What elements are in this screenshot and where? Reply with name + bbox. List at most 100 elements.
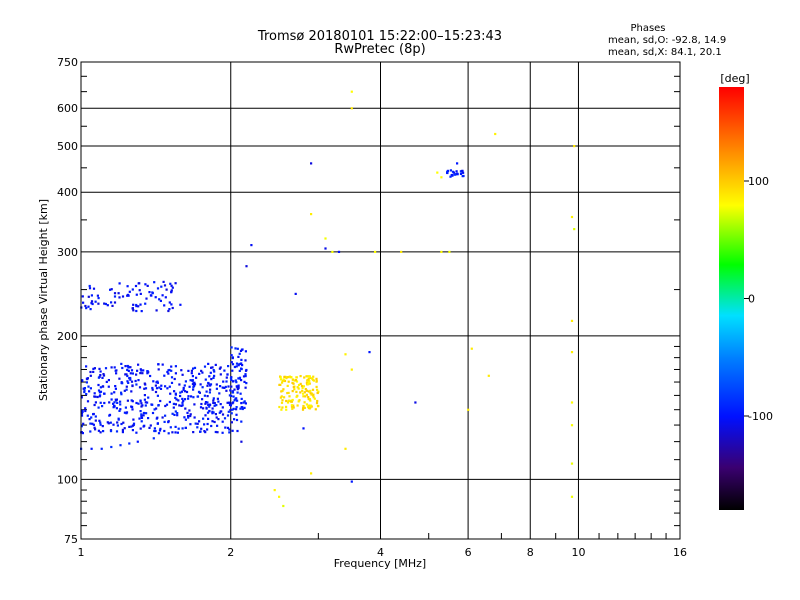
data-point bbox=[281, 381, 284, 384]
data-point bbox=[307, 396, 310, 399]
data-point bbox=[278, 495, 281, 498]
data-point bbox=[178, 404, 181, 407]
data-point bbox=[291, 381, 294, 384]
data-point bbox=[86, 400, 90, 403]
data-point bbox=[179, 391, 182, 394]
data-point bbox=[118, 409, 121, 412]
data-point bbox=[163, 284, 167, 287]
data-point bbox=[154, 429, 157, 433]
data-point bbox=[139, 410, 142, 413]
colorbar-tick-label: -100 bbox=[748, 410, 773, 423]
data-point bbox=[230, 412, 233, 415]
plot-frame bbox=[80, 61, 681, 540]
data-point bbox=[218, 367, 221, 370]
data-point bbox=[240, 358, 243, 361]
data-point bbox=[171, 412, 174, 415]
data-point bbox=[241, 364, 244, 367]
data-point bbox=[81, 379, 84, 382]
data-point bbox=[192, 431, 195, 434]
data-point bbox=[94, 415, 97, 418]
data-point bbox=[148, 426, 151, 429]
data-point bbox=[216, 397, 219, 400]
data-point bbox=[116, 424, 119, 427]
data-point bbox=[202, 407, 205, 410]
data-point bbox=[92, 367, 95, 370]
data-point bbox=[250, 244, 253, 247]
data-point bbox=[173, 390, 176, 393]
data-point bbox=[88, 418, 91, 421]
data-point bbox=[208, 391, 211, 394]
data-point bbox=[174, 365, 177, 368]
data-point bbox=[151, 403, 154, 406]
data-point bbox=[223, 417, 227, 420]
data-point bbox=[240, 379, 243, 382]
data-point bbox=[182, 388, 185, 391]
data-point bbox=[116, 401, 119, 404]
data-point bbox=[452, 171, 456, 174]
data-point bbox=[291, 390, 294, 393]
data-point bbox=[119, 403, 122, 406]
data-point bbox=[237, 377, 240, 380]
y-tick-label: 200 bbox=[57, 330, 78, 343]
y-axis-label: Stationary phase Virtual Height [km] bbox=[37, 199, 50, 401]
data-point bbox=[171, 286, 174, 289]
data-point bbox=[308, 380, 311, 383]
data-point bbox=[280, 408, 283, 411]
plot-grid bbox=[81, 62, 680, 539]
data-point bbox=[131, 408, 134, 411]
data-point bbox=[279, 376, 282, 379]
data-point bbox=[217, 418, 220, 421]
data-point bbox=[294, 379, 298, 382]
data-point bbox=[127, 369, 130, 372]
data-point bbox=[459, 172, 463, 175]
data-point bbox=[189, 423, 192, 426]
data-point bbox=[331, 250, 334, 253]
data-point bbox=[204, 431, 207, 434]
data-point bbox=[228, 431, 231, 434]
data-point bbox=[212, 397, 215, 400]
data-point bbox=[204, 401, 208, 404]
data-point bbox=[188, 385, 191, 388]
x-tick-labels: 1 2 4 6 8 10 16 bbox=[78, 546, 688, 559]
data-point bbox=[126, 294, 129, 297]
data-point bbox=[182, 386, 185, 390]
data-point bbox=[305, 381, 308, 384]
data-point bbox=[303, 401, 306, 404]
data-point bbox=[219, 385, 222, 388]
data-point bbox=[132, 303, 135, 306]
data-point bbox=[240, 420, 243, 423]
data-point bbox=[281, 389, 284, 392]
data-point bbox=[139, 400, 142, 403]
data-point bbox=[192, 367, 195, 370]
data-point bbox=[208, 403, 211, 406]
data-point bbox=[286, 392, 289, 395]
data-point bbox=[308, 398, 311, 401]
data-point bbox=[309, 404, 312, 407]
data-point bbox=[170, 381, 174, 384]
data-point bbox=[193, 403, 196, 406]
data-point bbox=[282, 504, 285, 508]
data-point bbox=[205, 406, 208, 409]
x-tick-label: 10 bbox=[571, 546, 585, 559]
data-point bbox=[135, 431, 138, 434]
data-point bbox=[223, 386, 226, 389]
data-point bbox=[142, 369, 145, 372]
data-point bbox=[203, 394, 206, 397]
data-point bbox=[176, 412, 179, 415]
data-point bbox=[191, 375, 194, 378]
data-point bbox=[139, 303, 142, 306]
data-point bbox=[174, 425, 177, 428]
data-point bbox=[315, 379, 318, 383]
data-point bbox=[282, 378, 285, 381]
data-point bbox=[208, 410, 211, 413]
data-point bbox=[83, 389, 86, 392]
data-point bbox=[296, 386, 299, 389]
data-point bbox=[157, 363, 160, 366]
data-point bbox=[81, 295, 84, 298]
data-point bbox=[301, 386, 304, 389]
x-tick-label: 1 bbox=[78, 546, 85, 559]
data-point bbox=[227, 365, 230, 368]
data-point bbox=[305, 375, 308, 378]
data-point bbox=[92, 287, 96, 290]
data-point bbox=[237, 355, 240, 358]
